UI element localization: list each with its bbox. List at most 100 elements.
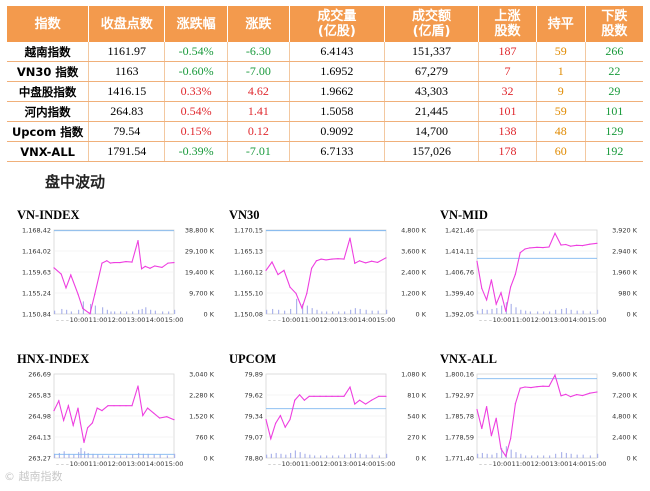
price-point xyxy=(271,261,273,263)
x-tick-label: 10:00 xyxy=(282,460,301,468)
price-point xyxy=(554,232,556,234)
volume-bar xyxy=(299,452,301,458)
price-point xyxy=(505,455,507,457)
price-point xyxy=(265,269,267,271)
x-tick-label: 10:00 xyxy=(493,460,512,468)
price-point xyxy=(529,247,531,249)
volume-bar xyxy=(138,452,140,458)
volume-bar xyxy=(515,307,517,314)
volume-bar xyxy=(477,453,479,458)
price-point xyxy=(596,242,598,244)
cell-amt: 43,303 xyxy=(384,81,480,102)
price-point xyxy=(560,395,562,397)
intraday-subtitle: 盘中波动 xyxy=(45,173,106,191)
price-point xyxy=(125,261,127,263)
x-tick-label: – – – xyxy=(56,317,69,324)
volume-bar xyxy=(555,309,557,314)
x-tick-label: 15:00 xyxy=(588,316,607,324)
price-point xyxy=(295,292,297,295)
cell-up: 101 xyxy=(478,101,537,122)
volume-bar xyxy=(147,453,149,458)
price-point xyxy=(377,261,379,264)
y-tick-label: 1,771,40 xyxy=(445,455,474,463)
volume-bar xyxy=(70,311,72,314)
price-point xyxy=(144,265,146,268)
price-point xyxy=(378,395,380,397)
price-point xyxy=(167,262,169,264)
y-tick-label: 1,150,84 xyxy=(22,311,51,319)
price-point xyxy=(365,262,367,264)
price-point xyxy=(325,259,327,261)
price-point xyxy=(161,266,163,268)
price-point xyxy=(137,240,139,242)
price-point xyxy=(299,394,301,396)
price-point xyxy=(159,417,161,419)
x-tick-label: 13:00 xyxy=(127,460,146,468)
volume-bar xyxy=(359,453,361,458)
cell-chg: 4.62 xyxy=(227,81,291,102)
volume-bar xyxy=(110,311,112,314)
price-line xyxy=(53,240,175,315)
x-tick-label: 15:00 xyxy=(588,460,607,468)
price-point xyxy=(154,265,156,267)
price-point xyxy=(53,267,55,269)
price-point xyxy=(570,245,572,247)
header-chg: 涨跌 xyxy=(227,6,291,42)
volume-bar xyxy=(92,453,94,458)
price-point xyxy=(173,419,175,421)
price-point xyxy=(596,391,598,393)
volume-tick-label: 19,400 K xyxy=(185,269,215,277)
volume-bar xyxy=(120,455,122,458)
price-point xyxy=(53,409,55,412)
volume-bar xyxy=(108,455,110,458)
price-point xyxy=(582,244,584,247)
chart-upcom: UPCOM 79,89 1,080 K 79,62 810 K 79,34 540 K 79,… xyxy=(229,352,429,478)
price-point xyxy=(289,286,291,288)
volume-bar xyxy=(153,454,155,458)
volume-bar xyxy=(525,310,527,314)
price-point xyxy=(536,246,538,248)
cell-name: VNX-ALL xyxy=(7,141,90,162)
volume-bar xyxy=(338,455,340,458)
y-tick-label: 79,07 xyxy=(244,434,263,442)
volume-bar xyxy=(531,455,533,458)
volume-bar xyxy=(561,308,563,314)
price-point xyxy=(106,260,108,262)
price-point xyxy=(275,422,277,424)
cell-down: 22 xyxy=(585,61,643,82)
volume-bar xyxy=(481,308,483,314)
volume-bar xyxy=(481,452,483,458)
volume-bar xyxy=(311,308,313,314)
volume-bar xyxy=(597,309,599,314)
cell-flat: 59 xyxy=(536,101,586,122)
chart-plot: 1,170,15 4,800 K 1,165,13 3,600 K 1,160,12 2,… xyxy=(234,227,427,325)
table-row: 河内指数 264.83 0.54% 1.41 1.5058 21,445 101 59 101 xyxy=(7,101,643,122)
volume-bar xyxy=(326,455,328,458)
price-point xyxy=(79,422,81,424)
y-tick-label: 79,62 xyxy=(244,392,263,400)
table-header-row: 指数 收盘点数 涨跌幅 涨跌 成交量 (亿股) 成交额 (亿盾) 上涨 股数 持… xyxy=(7,6,643,42)
price-point xyxy=(343,258,345,260)
volume-tick-label: 0 K xyxy=(204,311,215,319)
price-point xyxy=(524,386,526,388)
x-tick-label: 10:00 xyxy=(282,316,301,324)
volume-tick-label: 38,800 K xyxy=(185,227,215,235)
volume-bar xyxy=(285,454,287,458)
cell-name: 越南指数 xyxy=(7,42,90,62)
volume-bar xyxy=(565,308,567,314)
cell-name: Upcom 指数 xyxy=(7,121,90,142)
price-point xyxy=(486,405,488,408)
header-amount: 成交额 (亿盾) xyxy=(384,6,480,42)
volume-tick-label: 0 K xyxy=(627,455,638,463)
price-point xyxy=(313,395,315,397)
price-point xyxy=(325,395,327,397)
price-point xyxy=(96,407,98,409)
cell-pct: -0.54% xyxy=(164,42,228,62)
volume-bar xyxy=(102,455,104,458)
volume-tick-label: 1,960 K xyxy=(612,269,638,277)
volume-bar xyxy=(54,453,56,458)
x-tick-label: 12:00 xyxy=(531,316,550,324)
watermark-logo: © 越南指数 xyxy=(4,470,63,483)
y-tick-label: 1,155,24 xyxy=(22,290,51,298)
chart-title: HNX-INDEX xyxy=(17,352,90,366)
